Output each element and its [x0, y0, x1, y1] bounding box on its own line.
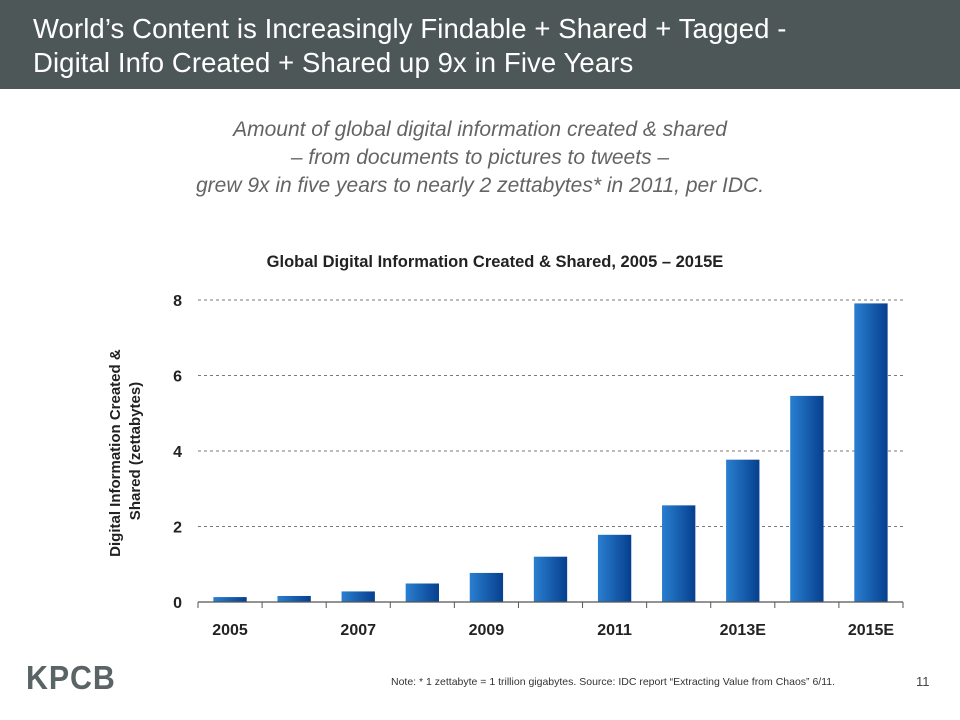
source-note: Note: * 1 zettabyte = 1 trillion gigabyt…	[391, 676, 836, 688]
y-tick-label: 6	[173, 369, 182, 386]
bar-2010	[533, 556, 568, 602]
y-axis-label-line-2: Shared (zettabytes)	[127, 382, 144, 520]
bar-2011	[597, 534, 632, 602]
y-tick-label: 2	[173, 520, 182, 537]
bar-2008	[405, 583, 439, 602]
page-number: 11	[916, 674, 930, 689]
y-axis-label-line-1: Digital Information Created &	[107, 349, 124, 557]
bar-2012E	[662, 505, 696, 602]
slide-title-line-2: Digital Info Created + Shared up 9x in F…	[33, 47, 634, 78]
bar-2009	[469, 572, 504, 602]
subtitle-line-3: grew 9x in five years to nearly 2 zettab…	[195, 174, 765, 197]
kpcb-logo: KPCB	[26, 659, 116, 696]
slide-title-line-1: World’s Content is Increasingly Findable…	[33, 13, 787, 44]
y-tick-label: 0	[173, 595, 182, 612]
x-tick-label: 2009	[469, 622, 505, 639]
x-tick-label: 2005	[212, 622, 248, 639]
y-tick-label: 8	[173, 293, 182, 310]
bar-2013E	[726, 459, 760, 602]
x-tick-label: 2007	[340, 622, 376, 639]
y-tick-label: 4	[173, 444, 182, 461]
bar-2015E	[854, 303, 888, 602]
slide-header: World’s Content is Increasingly Findable…	[0, 0, 960, 89]
y-axis-label: Digital Information Created & Shared (ze…	[107, 345, 144, 557]
x-tick-label: 2011	[597, 622, 632, 639]
x-tick-label: 2013E	[720, 622, 767, 639]
subtitle-line-1: Amount of global digital information cre…	[233, 118, 727, 141]
slide-subtitle: Amount of global digital information cre…	[80, 116, 880, 200]
bar-2005	[213, 597, 247, 602]
x-tick-label: 2015E	[848, 622, 895, 639]
bar-2007	[341, 591, 375, 602]
bar-2006	[277, 595, 311, 602]
bar-2014E	[790, 395, 824, 602]
chart-title: Global Digital Information Created & Sha…	[267, 253, 724, 271]
subtitle-line-2: – from documents to pictures to tweets –	[290, 146, 670, 169]
